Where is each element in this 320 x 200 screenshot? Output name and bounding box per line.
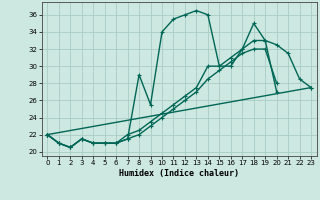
X-axis label: Humidex (Indice chaleur): Humidex (Indice chaleur) (119, 169, 239, 178)
